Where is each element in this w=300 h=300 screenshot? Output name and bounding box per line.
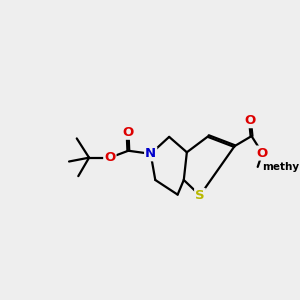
Text: methyl: methyl: [262, 162, 300, 172]
Text: O: O: [257, 146, 268, 160]
Text: N: N: [145, 147, 156, 160]
Text: O: O: [244, 114, 256, 127]
Text: O: O: [104, 151, 116, 164]
Text: S: S: [195, 189, 205, 202]
Text: O: O: [122, 126, 133, 139]
